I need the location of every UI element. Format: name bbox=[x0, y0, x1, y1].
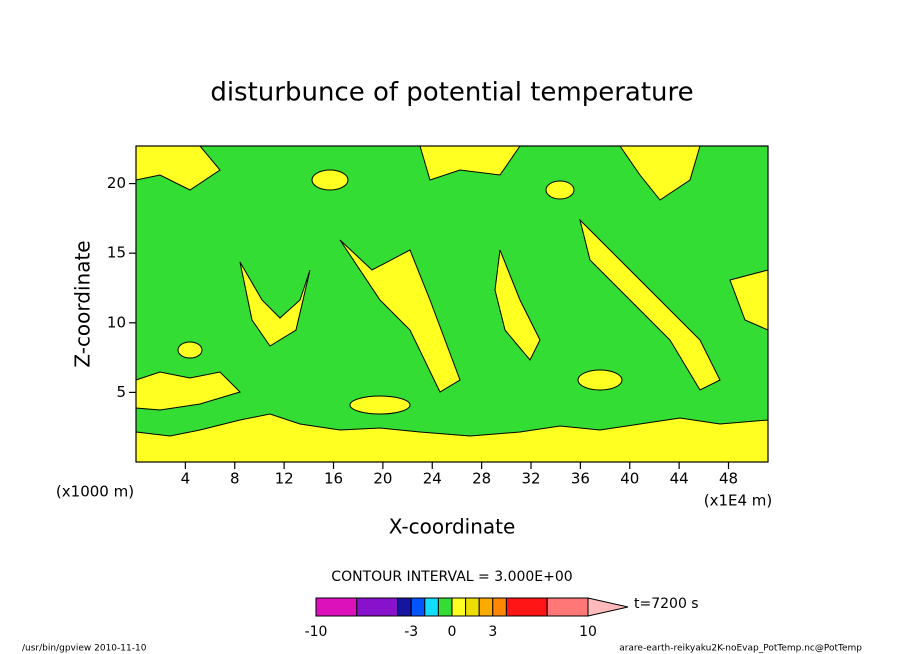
x-tick-label: 20 bbox=[373, 470, 392, 488]
x-tick-label: 24 bbox=[423, 470, 442, 488]
x-unit-label: (x1E4 m) bbox=[704, 492, 773, 510]
x-tick-label: 32 bbox=[521, 470, 540, 488]
field-patch bbox=[545, 180, 575, 200]
colorbar-segment bbox=[437, 597, 453, 617]
field-patch bbox=[311, 169, 349, 191]
field-patch bbox=[349, 395, 411, 415]
x-tick-label: 36 bbox=[571, 470, 590, 488]
y-tick-label: 20 bbox=[107, 174, 126, 192]
colorbar-segment bbox=[315, 597, 358, 617]
y-tick-label: 15 bbox=[107, 244, 126, 262]
field-patch bbox=[577, 369, 623, 391]
field-patch bbox=[239, 261, 311, 347]
colorbar-segment bbox=[505, 597, 548, 617]
plot-frame bbox=[135, 145, 769, 463]
x-tick-label: 44 bbox=[670, 470, 689, 488]
y-tick-label: 5 bbox=[116, 383, 126, 401]
field-patches bbox=[135, 145, 769, 463]
x-tick-label: 16 bbox=[324, 470, 343, 488]
colorbar-segment bbox=[424, 597, 439, 617]
footer-left: /usr/bin/gpview 2010-11-10 bbox=[22, 644, 147, 654]
field-patch bbox=[494, 249, 541, 361]
x-tick-label: 48 bbox=[719, 470, 738, 488]
colorbar-segment bbox=[478, 597, 494, 617]
colorbar-segment bbox=[465, 597, 480, 617]
x-tick-label: 40 bbox=[620, 470, 639, 488]
footer-right: arare-earth-reikyaku2K-noEvap_PotTemp.nc… bbox=[619, 644, 862, 654]
colorbar-tick-label: 3 bbox=[488, 624, 497, 640]
colorbar-segment bbox=[492, 597, 507, 617]
colorbar-segment bbox=[356, 597, 399, 617]
chart-title: disturbunce of potential temperature bbox=[210, 78, 693, 108]
field-patch bbox=[579, 218, 721, 391]
colorbar-segment bbox=[451, 597, 467, 617]
field-patch bbox=[339, 239, 461, 393]
colorbar-tick-label: 0 bbox=[448, 624, 457, 640]
x-tick-label: 8 bbox=[230, 470, 240, 488]
y-axis-label: Z-coordinate bbox=[71, 240, 95, 367]
field-patch bbox=[135, 371, 241, 411]
colorbar-extension bbox=[587, 597, 629, 617]
y-tick-label: 10 bbox=[107, 313, 126, 331]
colorbar-segment bbox=[410, 597, 426, 617]
x-tick-label: 4 bbox=[181, 470, 191, 488]
colorbar-segment bbox=[546, 597, 589, 617]
x-tick-label: 28 bbox=[472, 470, 491, 488]
colorbar-segment bbox=[397, 597, 412, 617]
field-patch bbox=[135, 413, 769, 463]
field-patch bbox=[177, 341, 203, 359]
y-unit-label: (x1000 m) bbox=[56, 483, 134, 501]
contour-interval: CONTOUR INTERVAL = 3.000E+00 bbox=[331, 569, 572, 585]
colorbar-tick-label: 10 bbox=[579, 624, 597, 640]
x-axis-label: X-coordinate bbox=[389, 515, 516, 539]
x-tick-label: 12 bbox=[275, 470, 294, 488]
field-background bbox=[136, 146, 768, 462]
colorbar-tick-label: -3 bbox=[404, 624, 418, 640]
colorbar-tick-label: -10 bbox=[305, 624, 328, 640]
colorbar-label: t=7200 s bbox=[634, 596, 699, 612]
